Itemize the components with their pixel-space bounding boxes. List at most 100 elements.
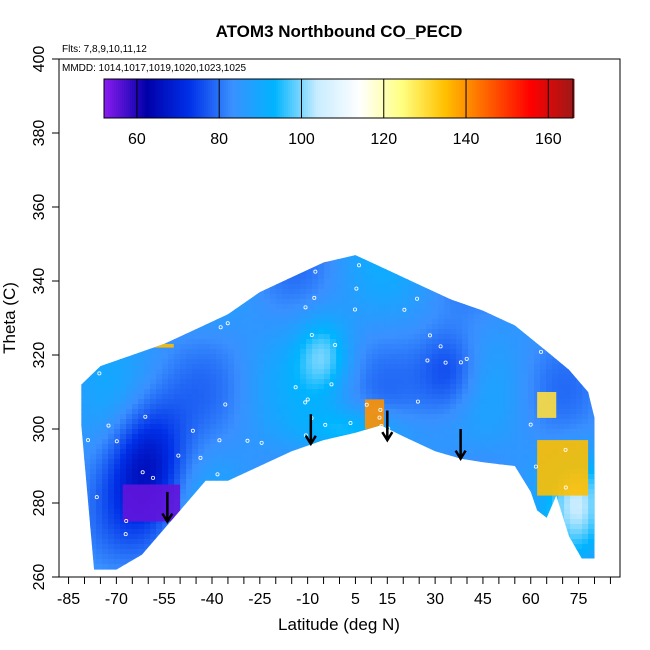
heatmap-cell — [510, 344, 517, 350]
heatmap-cell — [132, 469, 139, 475]
heatmap-cell — [360, 259, 367, 265]
heatmap-cell — [90, 459, 97, 465]
heatmap-cell — [162, 544, 169, 550]
heatmap-cell — [306, 519, 313, 525]
heatmap-cell — [492, 499, 499, 505]
heatmap-cell — [336, 539, 343, 545]
heatmap-cell — [120, 249, 127, 255]
heatmap-cell — [456, 329, 463, 335]
heatmap-cell — [360, 474, 367, 480]
heatmap-cell — [336, 384, 343, 390]
heatmap-cell — [264, 504, 271, 510]
heatmap-cell — [426, 554, 433, 560]
heatmap-cell — [486, 259, 493, 265]
heatmap-cell — [216, 549, 223, 555]
heatmap-cell — [162, 419, 169, 425]
heatmap-cell — [384, 544, 391, 550]
heatmap-cell — [510, 334, 517, 340]
heatmap-cell — [186, 484, 193, 490]
heatmap-cell — [186, 329, 193, 335]
heatmap-cell — [324, 404, 331, 410]
heatmap-cell — [234, 459, 241, 465]
heatmap-cell — [126, 469, 133, 475]
heatmap-cell — [486, 255, 493, 260]
heatmap-cell — [468, 279, 475, 285]
heatmap-cell — [144, 559, 151, 565]
heatmap-cell — [450, 464, 457, 470]
heatmap-cell — [360, 264, 367, 270]
heatmap-cell — [240, 459, 247, 465]
heatmap-cell — [132, 409, 139, 415]
heatmap-cell — [354, 259, 361, 265]
heatmap-cell — [390, 309, 397, 315]
heatmap-cell — [504, 369, 511, 375]
heatmap-cell — [144, 539, 151, 545]
heatmap-cell — [102, 439, 109, 445]
heatmap-cell — [426, 474, 433, 480]
heatmap-cell — [372, 564, 379, 570]
heatmap-cell — [288, 299, 295, 305]
heatmap-cell — [408, 509, 415, 515]
heatmap-cell — [108, 344, 115, 350]
heatmap-cell — [336, 274, 343, 280]
heatmap-cell — [318, 519, 325, 525]
heatmap-cell — [240, 439, 247, 445]
heatmap-cell — [81, 479, 85, 485]
heatmap-cell — [240, 519, 247, 525]
heatmap-cell — [432, 349, 439, 355]
heatmap-cell — [168, 474, 175, 480]
heatmap-cell — [288, 279, 295, 285]
heatmap-cell — [156, 384, 163, 390]
heatmap-cell — [480, 439, 487, 445]
heatmap-cell — [426, 444, 433, 450]
heatmap-cell — [126, 554, 133, 560]
heatmap-cell — [288, 499, 295, 505]
heatmap-cell — [366, 344, 373, 350]
heatmap-cell — [510, 434, 517, 440]
heatmap-cell — [216, 519, 223, 525]
heatmap-cell — [486, 434, 493, 440]
heatmap-cell — [108, 514, 115, 520]
heatmap-cell — [216, 409, 223, 415]
heatmap-cell — [126, 299, 133, 305]
heatmap-cell — [228, 429, 235, 435]
heatmap-cell — [330, 339, 337, 345]
heatmap-cell — [348, 449, 355, 455]
heatmap-cell — [462, 244, 469, 250]
heatmap-cell — [114, 504, 121, 510]
heatmap-cell — [420, 429, 427, 435]
heatmap-cell — [156, 559, 163, 565]
heatmap-cell — [192, 444, 199, 450]
heatmap-cell — [486, 409, 493, 415]
heatmap-cell — [108, 374, 115, 380]
heatmap-cell — [192, 299, 199, 305]
heatmap-cell — [180, 294, 187, 300]
heatmap-cell — [216, 274, 223, 280]
heatmap-cell — [324, 489, 331, 495]
heatmap-cell — [336, 569, 343, 570]
heatmap-cell — [204, 274, 211, 280]
heatmap-cell — [258, 509, 265, 515]
heatmap-cell — [288, 514, 295, 520]
heatmap-cell — [318, 389, 325, 395]
heatmap-cell — [204, 249, 211, 255]
heatmap-cell — [450, 255, 457, 260]
heatmap-cell — [156, 394, 163, 400]
heatmap-cell — [264, 394, 271, 400]
heatmap-cell — [510, 364, 517, 370]
heatmap-cell — [432, 384, 439, 390]
heatmap-cell — [510, 454, 517, 460]
heatmap-cell — [366, 569, 373, 570]
heatmap-cell — [180, 524, 187, 530]
heatmap-cell — [240, 534, 247, 540]
heatmap-cell — [402, 289, 409, 295]
heatmap-cell — [408, 479, 415, 485]
heatmap-cell — [324, 509, 331, 515]
heatmap-cell — [234, 454, 241, 460]
heatmap-cell — [240, 434, 247, 440]
heatmap-cell — [444, 539, 451, 545]
heatmap-cell — [114, 539, 121, 545]
heatmap-cell — [426, 414, 433, 420]
heatmap-cell — [294, 394, 301, 400]
heatmap-cell — [372, 444, 379, 450]
